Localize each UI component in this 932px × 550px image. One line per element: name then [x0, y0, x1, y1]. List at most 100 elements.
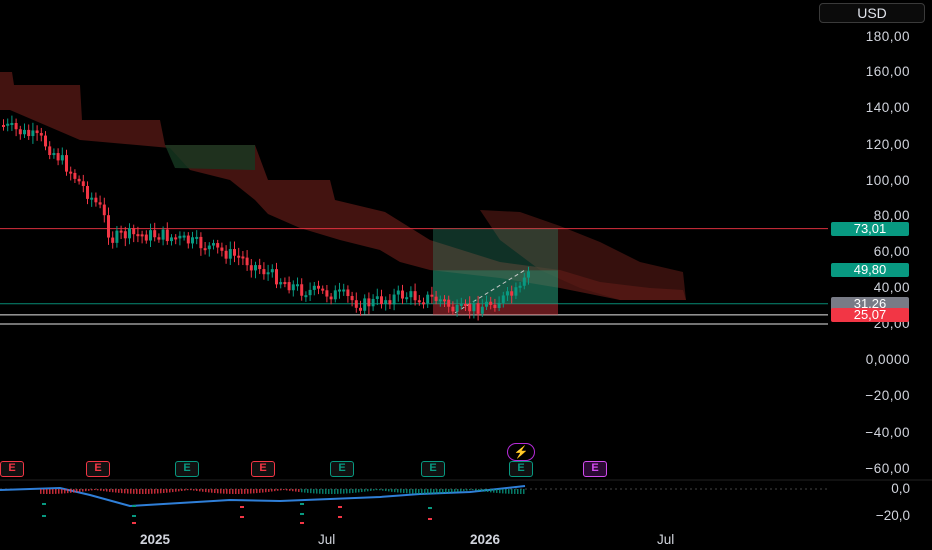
oscillator-bar: [265, 489, 267, 493]
oscillator-bar: [109, 489, 111, 492]
candle-body: [254, 265, 257, 271]
oscillator-bar: [370, 489, 372, 491]
earnings-icon[interactable]: E: [509, 461, 533, 477]
candle-body: [165, 229, 169, 242]
oscillator-bar: [400, 489, 402, 493]
candle-body: [60, 155, 64, 161]
oscillator-bar: [415, 489, 417, 494]
candle-body: [464, 303, 467, 306]
price-badge: 73,01: [831, 221, 909, 236]
oscillator-bar: [505, 489, 507, 494]
candle-body: [270, 269, 274, 273]
oscillator-bar: [241, 489, 243, 494]
candle-body: [296, 284, 299, 287]
candle-body: [102, 204, 106, 216]
candle-body: [266, 272, 270, 275]
time-tick-label: 2026: [470, 532, 501, 547]
candle-body: [123, 231, 127, 239]
oscillator-bar: [373, 489, 375, 491]
oscillator-bar: [499, 489, 501, 494]
oscillator-bar: [190, 489, 192, 491]
oscillator-bar: [70, 489, 72, 493]
candle-body: [233, 249, 236, 256]
oscillator-bar: [97, 489, 99, 491]
oscillator-bar: [433, 489, 435, 494]
candle-body: [174, 237, 178, 240]
oscillator-bar: [139, 489, 141, 494]
oscillator-bar: [310, 489, 312, 494]
price-badge: 25,07: [831, 307, 909, 322]
candle-body: [77, 178, 81, 182]
oscillator-bar: [475, 489, 477, 491]
oscillator-bar: [379, 489, 381, 491]
candle-body: [65, 155, 68, 172]
oscillator-bar: [133, 489, 135, 494]
oscillator-bar: [40, 489, 42, 494]
price-tick-label: −40,00: [865, 425, 910, 440]
oscillator-bar: [520, 489, 522, 494]
candle-body: [405, 297, 409, 300]
candle-body: [31, 130, 35, 137]
earnings-icon[interactable]: E: [0, 461, 24, 477]
oscillator-bar: [316, 489, 318, 494]
price-badge: 49,80: [831, 263, 909, 278]
oscillator-bar: [202, 489, 204, 492]
oscillator-bar: [508, 489, 510, 494]
candle-body: [354, 300, 358, 308]
price-tick-label: 140,00: [865, 100, 910, 115]
oscillator-bar: [253, 489, 255, 494]
oscillator-bar: [58, 489, 60, 494]
oscillator-bar: [157, 489, 159, 494]
candle-body: [522, 277, 526, 286]
oscillator-bar: [382, 489, 384, 491]
oscillator-bar: [181, 489, 183, 491]
candle-body: [35, 130, 39, 134]
candle-body: [199, 236, 203, 249]
price-tick-label: 100,00: [865, 173, 910, 188]
oscillator-bar: [388, 489, 390, 492]
candle-body: [413, 291, 417, 301]
oscillator-bar: [445, 489, 447, 494]
lightning-icon[interactable]: ⚡: [507, 443, 535, 461]
candle-body: [220, 247, 224, 251]
oscillator-bar: [112, 489, 114, 493]
earnings-icon[interactable]: E: [583, 461, 607, 477]
candle-body: [333, 290, 337, 300]
signal-dot: [338, 506, 342, 508]
earnings-icon[interactable]: E: [251, 461, 275, 477]
earnings-icon[interactable]: E: [175, 461, 199, 477]
oscillator-bar: [184, 489, 186, 491]
oscillator-bar: [385, 489, 387, 492]
candle-body: [359, 307, 362, 311]
price-tick-label: 60,00: [873, 244, 910, 259]
oscillator-bar: [325, 489, 327, 494]
candle-body: [317, 285, 320, 289]
signal-dot: [132, 515, 136, 517]
signal-dot: [428, 507, 432, 509]
oscillator-bar: [226, 489, 228, 494]
candle-body: [371, 298, 375, 307]
oscillator-bar: [61, 489, 63, 494]
oscillator-bar: [421, 489, 423, 494]
oscillator-bar: [481, 489, 483, 492]
price-tick-label: 160,00: [865, 64, 910, 79]
earnings-icon[interactable]: E: [330, 461, 354, 477]
oscillator-bar: [511, 489, 513, 494]
oscillator-bar: [364, 489, 366, 492]
candle-body: [346, 289, 350, 297]
earnings-icon[interactable]: E: [86, 461, 110, 477]
candle-body: [291, 284, 295, 291]
candle-body: [380, 296, 383, 305]
candle-body: [308, 289, 312, 296]
candle-body: [443, 299, 446, 302]
signal-dot: [300, 522, 304, 524]
oscillator-bar: [430, 489, 432, 494]
price-tick-label: 80,00: [873, 208, 910, 223]
candle-body: [501, 295, 505, 303]
currency-selector[interactable]: USD: [819, 3, 925, 23]
earnings-icon[interactable]: E: [421, 461, 445, 477]
oscillator-bar: [55, 489, 57, 494]
candle-body: [325, 290, 329, 297]
oscillator-bar: [313, 489, 315, 494]
